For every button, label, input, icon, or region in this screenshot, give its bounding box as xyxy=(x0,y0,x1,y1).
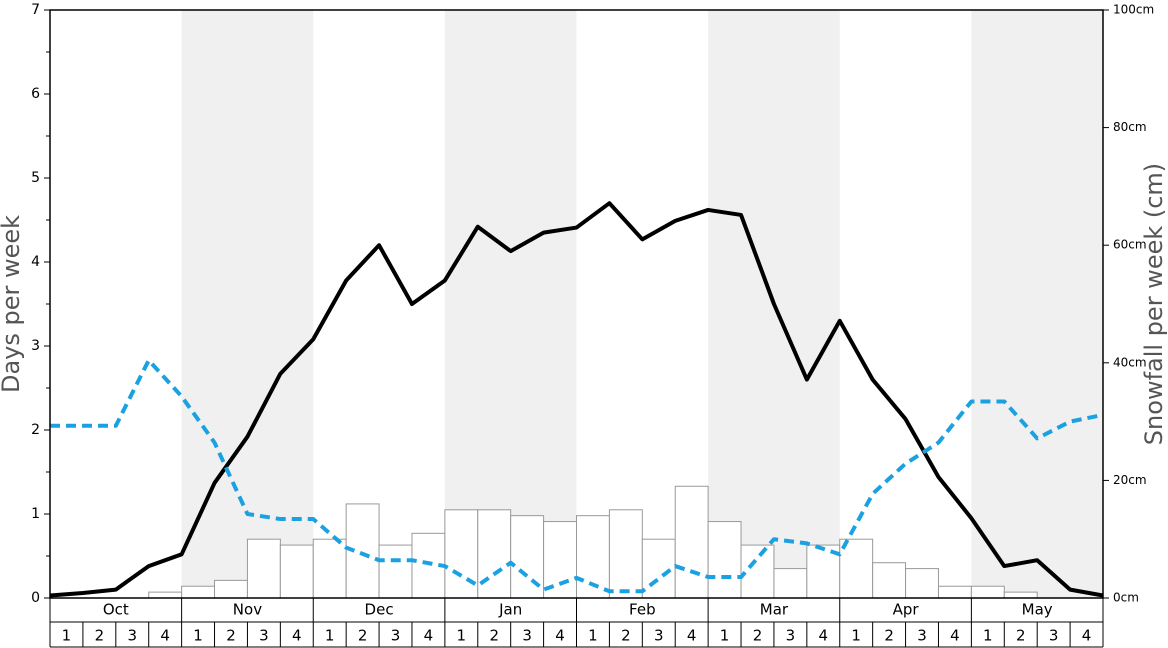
month-shade xyxy=(971,10,1103,598)
month-label: Apr xyxy=(893,601,920,619)
month-label: Feb xyxy=(629,601,656,619)
bar xyxy=(148,591,183,599)
week-label: 1 xyxy=(325,627,335,645)
bar xyxy=(740,544,775,599)
bar xyxy=(970,585,1005,599)
bar xyxy=(312,538,347,599)
week-label: 3 xyxy=(1049,627,1059,645)
y2-tick-label: 100cm xyxy=(1113,3,1154,17)
bar xyxy=(608,509,643,599)
month-label: May xyxy=(1022,601,1053,619)
bar xyxy=(1003,591,1038,599)
bar xyxy=(214,579,248,599)
y-tick-label: 0 xyxy=(31,590,40,606)
y-axis-label: Days per week xyxy=(0,215,25,393)
week-label: 1 xyxy=(457,627,467,645)
month-label: Mar xyxy=(760,601,789,619)
week-label: 2 xyxy=(95,627,105,645)
week-label: 3 xyxy=(127,627,137,645)
y-tick-label: 7 xyxy=(31,2,40,18)
bar xyxy=(279,544,314,599)
week-label: 3 xyxy=(654,627,664,645)
y-tick-label: 5 xyxy=(31,170,40,186)
bar xyxy=(477,509,512,599)
y2-tick-label: 80cm xyxy=(1113,120,1147,134)
bar xyxy=(773,568,808,599)
y2-tick-label: 40cm xyxy=(1113,355,1147,369)
week-label: 1 xyxy=(588,627,598,645)
y-tick-label: 4 xyxy=(31,254,40,270)
week-label: 2 xyxy=(358,627,368,645)
week-label: 3 xyxy=(259,627,269,645)
month-label: Oct xyxy=(103,601,129,619)
bar xyxy=(707,521,742,599)
bar xyxy=(839,538,874,599)
week-label: 1 xyxy=(62,627,72,645)
month-shade xyxy=(181,10,314,598)
week-label: 4 xyxy=(819,627,829,645)
line xyxy=(49,201,1104,598)
week-label: 2 xyxy=(1016,627,1026,645)
month-shade xyxy=(444,10,577,598)
week-label: 2 xyxy=(226,627,236,645)
week-label: 2 xyxy=(621,627,631,645)
week-label: 1 xyxy=(720,627,730,645)
y2-axis-label: Snowfall per week (cm) xyxy=(1140,163,1168,445)
week-label: 4 xyxy=(555,627,565,645)
week-label: 4 xyxy=(424,627,434,645)
y-tick-label: 1 xyxy=(31,506,40,522)
y2-tick-label: 20cm xyxy=(1113,473,1147,487)
week-label: 1 xyxy=(983,627,993,645)
y-tick-label: 3 xyxy=(31,338,40,354)
month-label: Dec xyxy=(365,601,394,619)
week-label: 2 xyxy=(884,627,894,645)
month-label: Nov xyxy=(233,601,262,619)
line xyxy=(50,358,1104,594)
week-label: 2 xyxy=(489,627,499,645)
week-label: 3 xyxy=(917,627,927,645)
week-label: 4 xyxy=(292,627,302,645)
bar xyxy=(937,585,972,599)
week-label: 4 xyxy=(950,627,960,645)
week-label: 1 xyxy=(851,627,861,645)
bar xyxy=(246,538,281,599)
y2-tick-label: 0cm xyxy=(1113,591,1139,605)
week-label: 3 xyxy=(786,627,796,645)
bar xyxy=(674,485,709,599)
bar xyxy=(872,562,907,599)
y2-tick-label: 60cm xyxy=(1113,238,1147,252)
week-label: 3 xyxy=(522,627,532,645)
week-label: 1 xyxy=(193,627,203,645)
bar xyxy=(641,538,676,599)
week-label: 4 xyxy=(160,627,170,645)
y-tick-label: 2 xyxy=(31,422,40,438)
week-label: 4 xyxy=(687,627,697,645)
bar xyxy=(905,568,939,599)
week-label: 3 xyxy=(391,627,401,645)
month-label: Jan xyxy=(498,601,522,619)
y-tick-label: 6 xyxy=(31,86,40,102)
week-label: 4 xyxy=(1082,627,1092,645)
bar xyxy=(181,585,216,599)
week-label: 2 xyxy=(753,627,763,645)
bar xyxy=(378,544,413,599)
